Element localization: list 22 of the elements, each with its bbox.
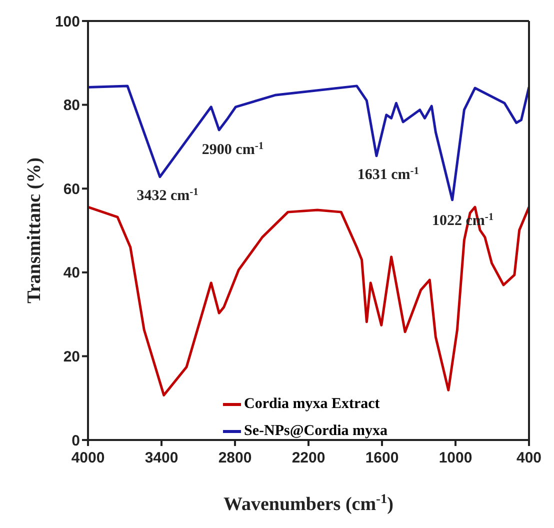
annotation: 3432 cm$^{-1}$	[136, 186, 198, 204]
legend-label: Cordia myxa Extract	[244, 396, 380, 413]
legend-label: Se-NPs@Cordia myxa	[244, 423, 388, 440]
x-axis-title: Wavenumbers (cm$^{-1}$)	[224, 490, 394, 515]
x-tick-label: 1600	[365, 450, 399, 467]
x-tick-label: 3400	[144, 450, 178, 467]
y-tick-label: 20	[63, 348, 80, 366]
line-series	[88, 84, 529, 202]
y-tick-label: 100	[54, 13, 80, 30]
y-tick-label: 0	[72, 432, 80, 450]
y-tick-label: 80	[63, 97, 80, 114]
x-tick-label: 1000	[438, 450, 472, 467]
y-axis-title: Transmittanc (%)	[24, 158, 45, 304]
x-tick-label: 400	[516, 450, 542, 467]
y-tick-label: 40	[63, 264, 80, 282]
x-tick-label: 2200	[292, 450, 326, 467]
x-tick-label: 2800	[218, 450, 252, 467]
y-tick-label: 60	[63, 180, 80, 198]
line-series	[88, 206, 529, 396]
x-tick-label: 4000	[71, 450, 105, 467]
annotation: 1631 cm$^{-1}$	[357, 166, 420, 184]
annotation: 2900 cm$^{-1}$	[202, 140, 264, 158]
